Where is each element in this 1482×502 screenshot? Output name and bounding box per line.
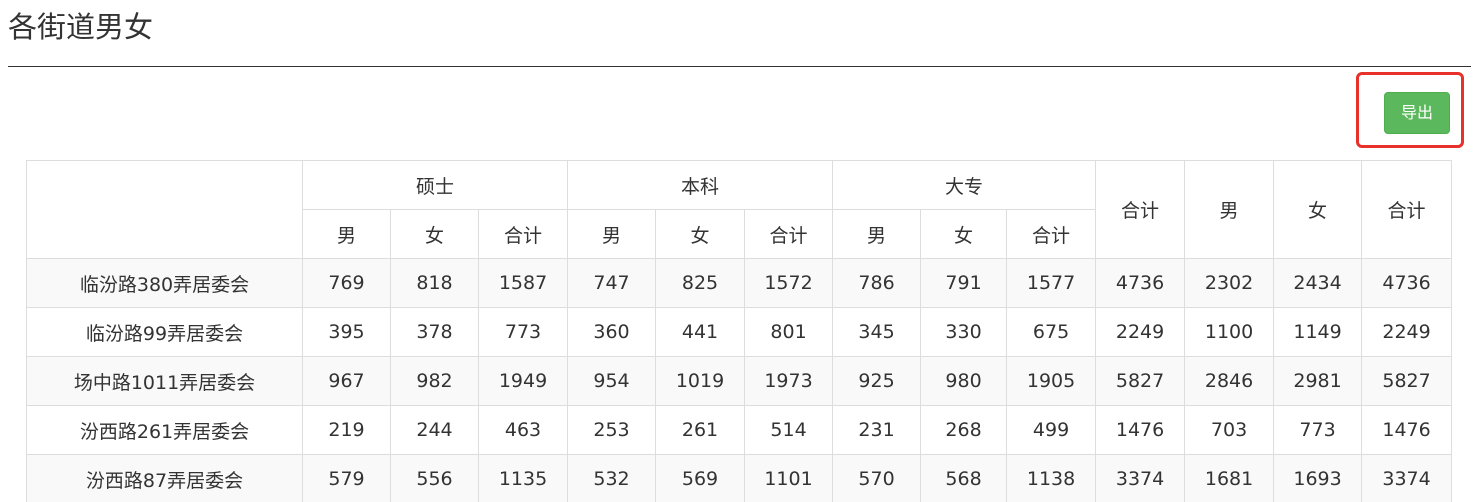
table-row: 场中路1011弄居委会 967 982 1949 954 1019 1973 9… (26, 356, 1453, 406)
row-name-cell: 汾西路87弄居委会 (26, 454, 303, 502)
value-cell: 1135 (477, 454, 569, 502)
value-cell: 219 (302, 405, 391, 455)
title-divider (8, 66, 1471, 67)
value-cell: 1577 (1006, 258, 1097, 308)
value-cell: 925 (832, 356, 922, 406)
value-cell: 786 (832, 258, 922, 308)
subheader-bachelor-total: 合计 (744, 209, 834, 259)
value-cell: 2249 (1361, 307, 1453, 357)
value-cell: 3374 (1361, 454, 1453, 502)
row-name-cell: 汾西路261弄居委会 (26, 405, 303, 455)
value-cell: 703 (1184, 405, 1275, 455)
value-cell: 1149 (1273, 307, 1363, 357)
value-cell: 514 (744, 405, 834, 455)
subheader-masters-male: 男 (302, 209, 391, 259)
header-education-total: 合计 (1095, 160, 1186, 259)
value-cell: 5827 (1361, 356, 1453, 406)
value-cell: 773 (477, 307, 569, 357)
value-cell: 2434 (1273, 258, 1363, 308)
group-header-junior-college: 大专 (832, 160, 1097, 210)
subheader-masters-female: 女 (390, 209, 479, 259)
header-female-total: 女 (1273, 160, 1363, 259)
value-cell: 2302 (1184, 258, 1275, 308)
value-cell: 791 (920, 258, 1008, 308)
value-cell: 982 (390, 356, 479, 406)
value-cell: 1138 (1006, 454, 1097, 502)
value-cell: 801 (744, 307, 834, 357)
value-cell: 1100 (1184, 307, 1275, 357)
value-cell: 395 (302, 307, 391, 357)
value-cell: 773 (1273, 405, 1363, 455)
group-header-masters: 硕士 (301, 160, 569, 210)
statistics-table: 硕士 本科 大专 合计 男 女 合计 男 女 合计 男 女 合计 男 女 合计 (26, 160, 1453, 502)
value-cell: 579 (302, 454, 391, 502)
value-cell: 532 (567, 454, 657, 502)
value-cell: 967 (302, 356, 391, 406)
value-cell: 675 (1006, 307, 1097, 357)
table-row: 汾西路87弄居委会 579 556 1135 532 569 1101 570 … (26, 454, 1453, 502)
value-cell: 231 (832, 405, 922, 455)
value-cell: 1019 (655, 356, 746, 406)
subheader-bachelor-female: 女 (655, 209, 746, 259)
value-cell: 1572 (744, 258, 834, 308)
row-name-cell: 场中路1011弄居委会 (26, 356, 303, 406)
subheader-masters-total: 合计 (477, 209, 569, 259)
table-row: 汾西路261弄居委会 219 244 463 253 261 514 231 2… (26, 405, 1453, 455)
export-button[interactable]: 导出 (1384, 92, 1450, 134)
subheader-college-total: 合计 (1006, 209, 1097, 259)
value-cell: 330 (920, 307, 1008, 357)
value-cell: 441 (655, 307, 746, 357)
page-title: 各街道男女 (8, 10, 154, 44)
value-cell: 261 (655, 405, 746, 455)
value-cell: 818 (390, 258, 479, 308)
value-cell: 5827 (1095, 356, 1186, 406)
value-cell: 1681 (1184, 454, 1275, 502)
value-cell: 825 (655, 258, 746, 308)
value-cell: 2981 (1273, 356, 1363, 406)
subheader-college-female: 女 (920, 209, 1008, 259)
header-grand-total: 合计 (1361, 160, 1453, 259)
value-cell: 1101 (744, 454, 834, 502)
value-cell: 4736 (1095, 258, 1186, 308)
subheader-college-male: 男 (832, 209, 922, 259)
value-cell: 769 (302, 258, 391, 308)
value-cell: 1973 (744, 356, 834, 406)
table-row: 临汾路380弄居委会 769 818 1587 747 825 1572 786… (26, 258, 1453, 308)
header-male-total: 男 (1184, 160, 1275, 259)
value-cell: 1905 (1006, 356, 1097, 406)
row-name-cell: 临汾路99弄居委会 (26, 307, 303, 357)
value-cell: 2846 (1184, 356, 1275, 406)
value-cell: 253 (567, 405, 657, 455)
value-cell: 463 (477, 405, 569, 455)
value-cell: 1476 (1361, 405, 1453, 455)
value-cell: 980 (920, 356, 1008, 406)
value-cell: 499 (1006, 405, 1097, 455)
value-cell: 360 (567, 307, 657, 357)
group-header-bachelor: 本科 (567, 160, 834, 210)
value-cell: 954 (567, 356, 657, 406)
subheader-bachelor-male: 男 (567, 209, 657, 259)
value-cell: 345 (832, 307, 922, 357)
value-cell: 268 (920, 405, 1008, 455)
value-cell: 747 (567, 258, 657, 308)
export-highlight-frame (1356, 72, 1464, 148)
corner-header-cell (26, 160, 303, 259)
value-cell: 568 (920, 454, 1008, 502)
value-cell: 1949 (477, 356, 569, 406)
value-cell: 244 (390, 405, 479, 455)
value-cell: 569 (655, 454, 746, 502)
value-cell: 3374 (1095, 454, 1186, 502)
value-cell: 1587 (477, 258, 569, 308)
value-cell: 556 (390, 454, 479, 502)
value-cell: 4736 (1361, 258, 1453, 308)
table-row: 临汾路99弄居委会 395 378 773 360 441 801 345 33… (26, 307, 1453, 357)
value-cell: 378 (390, 307, 479, 357)
value-cell: 1693 (1273, 454, 1363, 502)
value-cell: 570 (832, 454, 922, 502)
row-name-cell: 临汾路380弄居委会 (26, 258, 303, 308)
value-cell: 2249 (1095, 307, 1186, 357)
value-cell: 1476 (1095, 405, 1186, 455)
